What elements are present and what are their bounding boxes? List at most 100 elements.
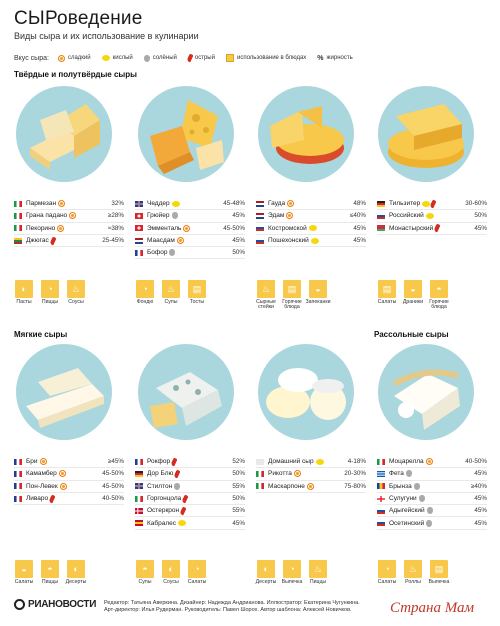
cheese-name: Стилтон bbox=[147, 482, 173, 490]
fat-value: 45-48% bbox=[223, 200, 245, 208]
uses-7: ◐ Десерты ◔ Выпечка ♨ Пиццы bbox=[256, 560, 328, 585]
cheese-name: Домашний сыр bbox=[268, 458, 314, 466]
sweet-icon bbox=[58, 200, 66, 208]
flag-fr-icon bbox=[135, 458, 143, 465]
cheese-row: Стилтон 55% bbox=[135, 481, 245, 493]
cheese-row: Маскарпоне 75-80% bbox=[256, 481, 366, 493]
taste-tags bbox=[426, 519, 474, 527]
use-item: ♨ Супы bbox=[161, 280, 181, 305]
cheese-illustration-plate-5 bbox=[16, 344, 112, 440]
chili-icon bbox=[429, 199, 437, 209]
legend-sour-label: кислый bbox=[112, 55, 133, 61]
flag-ge-icon bbox=[377, 495, 385, 502]
dish-icon: ▤ bbox=[378, 280, 396, 298]
legend-hot-label: острый bbox=[194, 55, 215, 61]
use-item: ◓ Горячие блюда bbox=[429, 280, 449, 311]
cheese-list-2: Чеддер 45-48% Грюйер 45% Эмменталь 45-50% Маас… bbox=[135, 198, 245, 260]
fat-value: 50% bbox=[232, 249, 245, 257]
use-item: ◒ Запеканки bbox=[305, 280, 331, 311]
use-item: ♨ Пиццы bbox=[308, 560, 328, 585]
cheese-row: Пошехонский 45% bbox=[256, 235, 366, 248]
cheese-row: Тильзитер 30-60% bbox=[377, 198, 487, 211]
use-label: Пиццы bbox=[41, 579, 59, 585]
fat-value: 45% bbox=[232, 212, 245, 220]
fat-value: 45-50% bbox=[102, 482, 124, 490]
flag-it-icon bbox=[256, 470, 264, 477]
cheese-name: Брынза bbox=[389, 482, 412, 490]
uses-3: ♨ Сырные стейки ▤ Горячие блюда ◒ Запеканки bbox=[256, 280, 331, 311]
use-label: Супы bbox=[164, 299, 178, 305]
sweet-icon bbox=[286, 212, 294, 220]
legend-salty-label: солёный bbox=[152, 55, 177, 61]
use-label: Салаты bbox=[187, 579, 207, 585]
taste-tags bbox=[405, 470, 475, 478]
fat-value: ≥40% bbox=[470, 482, 487, 490]
taste-tags bbox=[425, 458, 466, 466]
use-label: Драники bbox=[402, 299, 424, 305]
use-item: ▤ Салаты bbox=[377, 280, 397, 311]
cheese-name: Пекорино bbox=[26, 224, 56, 232]
dish-icon: ◒ bbox=[404, 280, 422, 298]
flag-es-icon bbox=[135, 520, 143, 527]
legend-sweet: сладкий bbox=[57, 54, 91, 62]
sweet-icon bbox=[176, 237, 184, 245]
taste-tags bbox=[59, 482, 103, 490]
chili-icon bbox=[173, 469, 181, 479]
cheese-name: Адыгейский bbox=[389, 507, 425, 515]
cheese-row: Остеркрон 55% bbox=[135, 505, 245, 518]
taste-tags bbox=[169, 249, 232, 257]
flag-lt-icon bbox=[14, 237, 22, 244]
taste-tags bbox=[293, 470, 344, 478]
use-label: Салаты bbox=[14, 579, 34, 585]
cheese-row: Джюгас 25-45% bbox=[14, 235, 124, 248]
cheese-row: Дор Блю 50% bbox=[135, 468, 245, 481]
sweet-icon bbox=[293, 470, 301, 478]
sweet-icon bbox=[183, 224, 191, 232]
salty-icon bbox=[171, 212, 178, 220]
dish-icon: ◓ bbox=[136, 560, 154, 578]
cheese-name: Грюйер bbox=[147, 212, 170, 220]
uses-5: ◒ Салаты ◓ Пиццы ◐ Десерты bbox=[14, 560, 86, 585]
cheese-list-7: Домашний сыр 4-18% Рикотта 20-30% Маскарпоне… bbox=[256, 456, 366, 493]
flag-fr-icon bbox=[14, 483, 22, 490]
use-item: ♨ Сырные стейки bbox=[256, 280, 276, 311]
use-item: ◐ Десерты bbox=[256, 560, 276, 585]
credits: Редактор: Татьяна Аверкина. Дизайнер: На… bbox=[104, 600, 404, 615]
cheese-row: Гауда 48% bbox=[256, 198, 366, 211]
use-label: Фондю bbox=[136, 299, 154, 305]
section-brine-title: Рассольные сыры bbox=[374, 330, 449, 339]
flag-nl-icon bbox=[256, 212, 264, 219]
taste-tags bbox=[181, 494, 232, 504]
flag-fr-icon bbox=[14, 495, 22, 502]
cheese-illustration-plate-1 bbox=[16, 86, 112, 182]
cheese-illustration-plate-8 bbox=[378, 344, 474, 440]
fat-value: ≈38% bbox=[107, 224, 124, 232]
taste-tags bbox=[48, 494, 102, 504]
sweet-icon bbox=[57, 224, 65, 232]
cheese-name: Остеркрон bbox=[147, 507, 180, 515]
taste-tags bbox=[308, 225, 354, 232]
fat-value: 32% bbox=[111, 200, 124, 208]
taste-tags bbox=[49, 236, 103, 246]
cheese-illustration-plate-6 bbox=[138, 344, 234, 440]
flag-nl-icon bbox=[135, 237, 143, 244]
fat-value: 50% bbox=[474, 212, 487, 220]
use-item: ♨ Роллы bbox=[403, 560, 423, 585]
fat-value: 45% bbox=[474, 224, 487, 232]
dish-icon: ◔ bbox=[188, 560, 206, 578]
page-subtitle: Виды сыра и их использование в кулинарии bbox=[14, 31, 199, 41]
cheese-illustration-plate-2 bbox=[138, 86, 234, 182]
cheese-name: Гауда bbox=[268, 200, 286, 208]
salty-icon bbox=[143, 54, 150, 62]
fat-value: 50% bbox=[232, 470, 245, 478]
flag-it-icon bbox=[377, 458, 385, 465]
cheese-name: Монастырский bbox=[389, 224, 434, 232]
dish-icon: ◒ bbox=[15, 560, 33, 578]
use-item: ◔ Салаты bbox=[377, 560, 397, 585]
cheese-row: Кабралес 45% bbox=[135, 517, 245, 530]
use-label: Запеканки bbox=[305, 299, 331, 305]
use-label: Выпечка bbox=[428, 579, 450, 585]
cheese-row: Грюйер 45% bbox=[135, 210, 245, 223]
use-item: ◔ Пиццы bbox=[40, 280, 60, 305]
flag-gb-icon bbox=[135, 483, 143, 490]
